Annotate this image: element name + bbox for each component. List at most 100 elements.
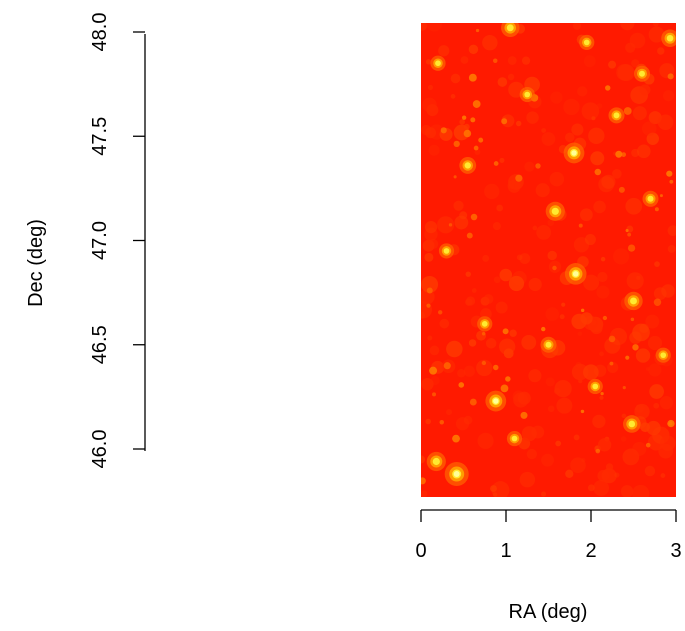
heatmap-cell [602, 315, 608, 321]
heatmap-cell [493, 276, 501, 284]
heatmap-cell [465, 296, 476, 306]
heatmap-cell [452, 434, 460, 443]
heatmap-cell [490, 485, 497, 492]
heatmap-cell [545, 307, 560, 321]
heatmap-cell [620, 485, 634, 497]
heatmap-cell [657, 47, 665, 55]
x-tick-label: 2 [585, 540, 596, 562]
heatmap-cell [604, 337, 621, 354]
heatmap-hotspot [628, 420, 636, 428]
heatmap-cell [646, 132, 659, 146]
heatmap-cell [645, 314, 660, 329]
heatmap-cell [666, 170, 673, 177]
heatmap-cell [428, 144, 440, 156]
heatmap-cell [597, 271, 608, 283]
heatmap-cell [492, 222, 501, 231]
heatmap-hotspot [464, 162, 471, 169]
heatmap-cell [481, 331, 486, 336]
heatmap-cell [453, 200, 464, 211]
heatmap-cell [528, 369, 542, 383]
heatmap-cell [596, 285, 610, 299]
heatmap-cell [620, 436, 627, 442]
heatmap-cell [653, 287, 667, 301]
heatmap-cell [425, 127, 437, 139]
heatmap-cell [587, 484, 595, 492]
heatmap-cell [505, 376, 511, 382]
heatmap-hotspots [426, 23, 676, 487]
heatmap-cell [443, 362, 451, 370]
heatmap-cell [622, 448, 640, 466]
heatmap-cell [471, 288, 477, 293]
heatmap-hotspot [506, 24, 514, 32]
heatmap-cell [592, 414, 606, 429]
heatmap-hotspot [660, 352, 667, 359]
heatmap-cell [547, 250, 557, 261]
heatmap-cell [482, 34, 498, 51]
heatmap-hotspot [613, 112, 620, 119]
heatmap-cell [463, 365, 475, 377]
heatmap-cell [636, 144, 651, 159]
heatmap-cell [556, 397, 573, 414]
heatmap-cell [438, 45, 450, 57]
heatmap-cell [515, 120, 522, 127]
heatmap-cell [581, 102, 600, 120]
heatmap-cell [520, 411, 528, 419]
y-tick-label: 46.5 [89, 325, 111, 364]
heatmap-cell [659, 396, 674, 410]
heatmap-cell [421, 377, 434, 391]
heatmap-cell [667, 245, 676, 253]
heatmap-cell [501, 118, 508, 125]
heatmap-hotspot [583, 39, 590, 46]
heatmap-cell [615, 150, 623, 158]
heatmap-hotspot [443, 248, 450, 254]
heatmap-cell [648, 26, 665, 43]
heatmap-hotspot [435, 60, 441, 67]
heatmap-cell [421, 275, 439, 293]
heatmap-hotspot [481, 321, 488, 327]
heatmap-cell [507, 56, 517, 65]
heatmap-cell [470, 117, 476, 123]
heatmap-cell [427, 84, 434, 91]
heatmap-cell [482, 254, 490, 262]
heatmap-cell [662, 90, 675, 102]
heatmap-cell [541, 453, 555, 467]
y-tick-label: 47.0 [89, 221, 111, 260]
heatmap-cell [627, 244, 636, 252]
heatmap-cell [609, 361, 614, 366]
heatmap-cell [541, 491, 547, 497]
heatmap-hotspot [511, 435, 518, 442]
heatmap-cell [469, 398, 477, 406]
heatmap-cell [660, 473, 666, 478]
heatmap-cell [475, 28, 480, 33]
heatmap-cell [468, 73, 477, 82]
heatmap-cell [446, 409, 453, 416]
heatmap-hotspot [453, 471, 460, 478]
heatmap-cell [499, 157, 505, 163]
heatmap-cell [598, 176, 615, 193]
heatmap-cell [577, 86, 588, 97]
heatmap-cell [426, 287, 433, 294]
heatmap-cell [644, 465, 656, 477]
heatmap-cell [630, 317, 635, 322]
heatmap-cell [496, 204, 504, 212]
y-tick-label: 47.5 [89, 117, 111, 156]
heatmap-cell [583, 364, 599, 381]
heatmap-cell [561, 302, 566, 307]
heatmap-cell [629, 331, 642, 344]
heatmap-cell [535, 183, 550, 198]
heatmap-hotspot [647, 195, 654, 202]
heatmap-cell [521, 426, 537, 442]
heatmap-cell [507, 182, 515, 190]
heatmap-cell [605, 85, 611, 91]
heatmap-cell [425, 418, 432, 425]
heatmap-cell [493, 161, 499, 166]
heatmap-cell [600, 256, 606, 262]
heatmap-cell [545, 377, 555, 387]
heatmap-cell [458, 382, 465, 388]
heatmap-cell [485, 338, 497, 349]
heatmap-cell [646, 420, 661, 436]
heatmap-cell [618, 186, 625, 193]
heatmap-cell [631, 484, 650, 497]
heatmap-cell [593, 480, 610, 496]
heatmap-cell [483, 294, 494, 305]
